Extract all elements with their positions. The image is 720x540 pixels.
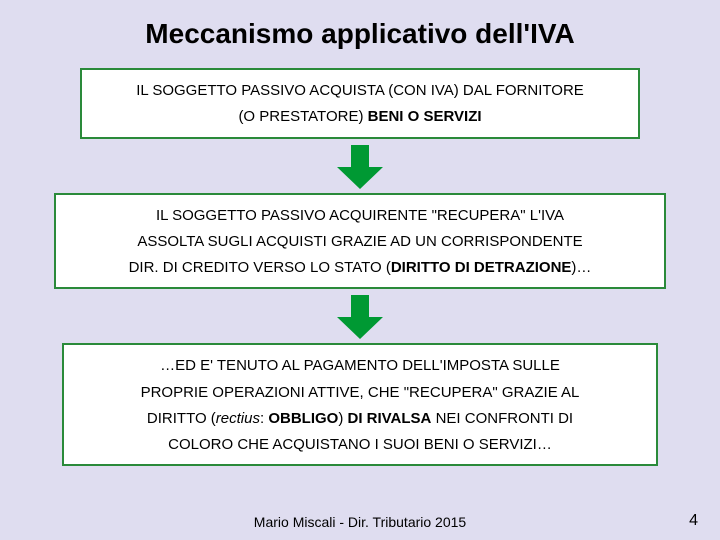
page-number: 4 xyxy=(689,512,698,530)
box3-line3-italic: rectius xyxy=(216,410,260,427)
box2-line3-prefix: DIR. DI CREDITO VERSO LO STATO ( xyxy=(129,259,391,276)
box3-line3-suffix: NEI CONFRONTI DI xyxy=(431,410,573,427)
box1-line2: (O PRESTATORE) BENI O SERVIZI xyxy=(92,104,628,130)
box3-line4: COLORO CHE ACQUISTANO I SUOI BENI O SERV… xyxy=(74,432,646,458)
box3-line3-after-bold: ) xyxy=(338,410,347,427)
box2-line3-bold: DIRITTO DI DETRAZIONE xyxy=(391,259,572,276)
box2-line3: DIR. DI CREDITO VERSO LO STATO (DIRITTO … xyxy=(66,255,654,281)
box1-line2-prefix: (O PRESTATORE) xyxy=(238,108,367,125)
arrow-2 xyxy=(0,295,720,339)
box-step-2: IL SOGGETTO PASSIVO ACQUIRENTE "RECUPERA… xyxy=(54,193,666,290)
arrow-down-icon xyxy=(337,145,383,189)
box2-line3-suffix: )… xyxy=(571,259,591,276)
footer-text: Mario Miscali - Dir. Tributario 2015 xyxy=(0,514,720,530)
box1-line1: IL SOGGETTO PASSIVO ACQUISTA (CON IVA) D… xyxy=(92,78,628,104)
box3-line3-bold: OBBLIGO xyxy=(268,410,338,427)
box-step-1: IL SOGGETTO PASSIVO ACQUISTA (CON IVA) D… xyxy=(80,68,640,139)
box2-line2: ASSOLTA SUGLI ACQUISTI GRAZIE AD UN CORR… xyxy=(66,229,654,255)
box3-line3-prefix: DIRITTO ( xyxy=(147,410,216,427)
slide-title: Meccanismo applicativo dell'IVA xyxy=(0,18,720,50)
box3-line3: DIRITTO (rectius: OBBLIGO) DI RIVALSA NE… xyxy=(74,406,646,432)
box3-line1: …ED E' TENUTO AL PAGAMENTO DELL'IMPOSTA … xyxy=(74,353,646,379)
box1-line2-bold: BENI O SERVIZI xyxy=(368,108,482,125)
slide: Meccanismo applicativo dell'IVA IL SOGGE… xyxy=(0,0,720,540)
arrow-1 xyxy=(0,145,720,189)
box2-line1: IL SOGGETTO PASSIVO ACQUIRENTE "RECUPERA… xyxy=(66,203,654,229)
box-step-3: …ED E' TENUTO AL PAGAMENTO DELL'IMPOSTA … xyxy=(62,343,658,466)
box3-line2: PROPRIE OPERAZIONI ATTIVE, CHE "RECUPERA… xyxy=(74,380,646,406)
box3-line3-bold2: DI RIVALSA xyxy=(348,410,432,427)
arrow-down-icon xyxy=(337,295,383,339)
